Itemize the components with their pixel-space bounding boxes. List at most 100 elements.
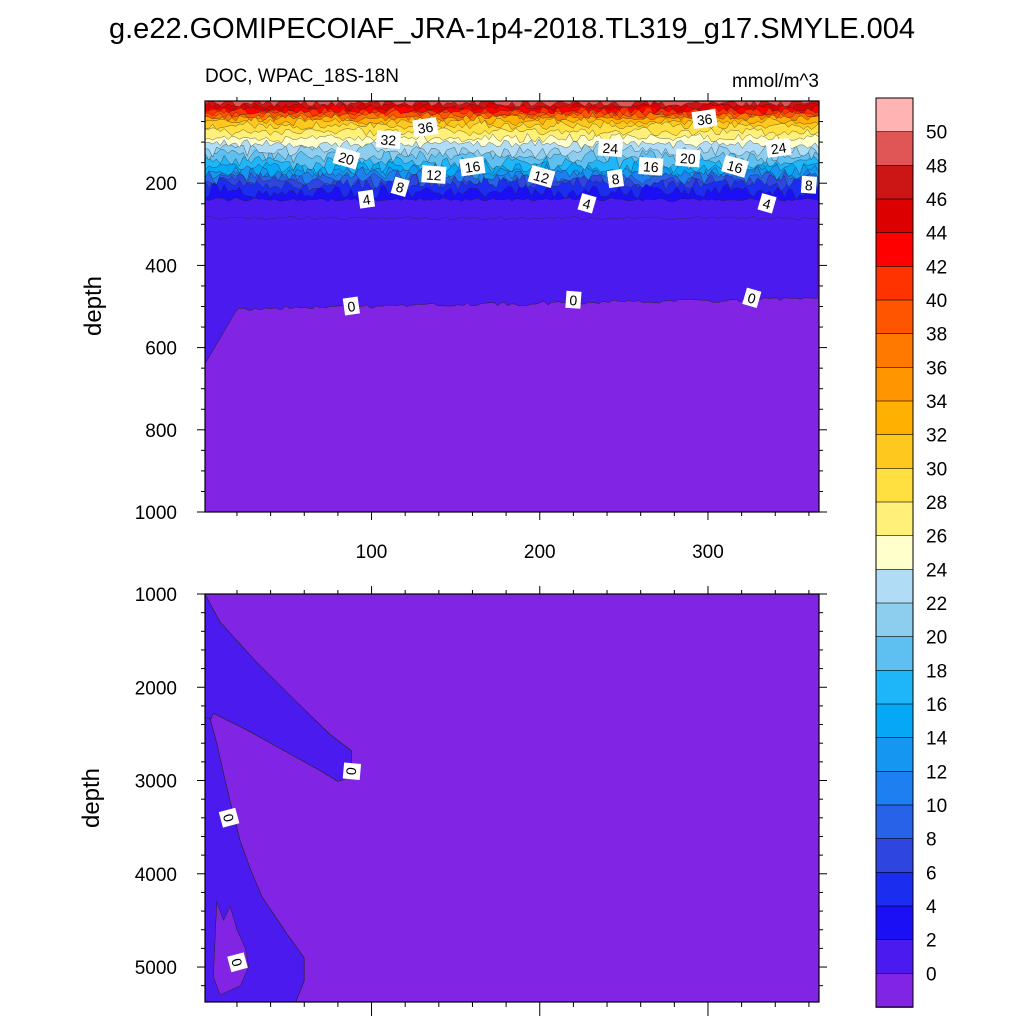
contour-label: 0	[742, 287, 762, 309]
colorbar-swatch	[875, 905, 914, 941]
contour-label-box	[390, 176, 410, 198]
contour-label-box	[675, 148, 701, 168]
contour-band-50	[205, 101, 819, 107]
bottom-ylabel: depth	[78, 768, 105, 828]
contour-label-text: 0	[569, 292, 578, 309]
top-ytick-label: 600	[145, 339, 177, 360]
colorbar-label: 12	[926, 762, 947, 783]
contour-label-box	[577, 193, 597, 214]
contour-label-text: 20	[679, 150, 696, 167]
colorbar-swatch	[875, 804, 914, 840]
top-ytick-label: 200	[145, 174, 177, 195]
contour-label: 0	[227, 952, 248, 973]
top-ytick-label: 400	[145, 256, 177, 277]
contour-label-box	[375, 130, 401, 149]
colorbar-label: 18	[926, 661, 947, 682]
contour-label-box	[765, 137, 792, 158]
contour-label: 16	[721, 154, 749, 178]
contour-label-box	[227, 952, 248, 973]
contour-label-text: 36	[696, 110, 714, 128]
colorbar-label: 14	[926, 729, 948, 750]
contour-label-text: 16	[725, 157, 745, 177]
contour-label: 12	[421, 165, 447, 184]
contour-label-text: 0	[220, 812, 238, 824]
contour-label: 36	[691, 108, 718, 130]
top-ytick-label: 800	[145, 421, 177, 442]
colorbar-swatch	[875, 97, 914, 133]
colorbar-label: 0	[926, 964, 937, 985]
contour-label-box	[597, 138, 623, 158]
colorbar-label: 30	[926, 459, 947, 480]
contour-label-text: 16	[464, 158, 482, 176]
colorbar-swatch	[875, 535, 914, 571]
bottom-ytick-label: 4000	[135, 865, 177, 886]
colorbar-label: 10	[926, 796, 947, 817]
contour-label: 12	[527, 165, 556, 188]
top-ylabel: depth	[80, 276, 107, 336]
contour-label-box	[332, 146, 361, 170]
contour-label-text: 12	[532, 167, 552, 187]
contour-label-box	[421, 165, 447, 184]
bottom-contour-labels: 0 0 0	[218, 762, 362, 973]
colorbar-swatch	[875, 973, 914, 1008]
contour-label: 36	[412, 117, 439, 138]
colorbar-swatch	[875, 333, 914, 369]
contour-label-box	[527, 165, 556, 188]
colorbar-swatch	[875, 838, 914, 874]
bottom-axes: 1000 2000 3000 4000 5000	[135, 585, 827, 1016]
colorbar-swatch	[875, 602, 914, 638]
colorbar-label: 34	[926, 392, 948, 413]
colorbar-swatch	[875, 501, 914, 537]
colorbar-label: 26	[926, 527, 947, 548]
colorbar-label: 24	[926, 560, 948, 581]
colorbar-label: 28	[926, 493, 947, 514]
contour-label: 24	[765, 137, 792, 158]
contour-label-box	[357, 189, 376, 209]
colorbar-swatch	[875, 232, 914, 268]
contour-label-box	[800, 175, 818, 194]
contour-label: 0	[342, 296, 360, 316]
colorbar-label: 16	[926, 695, 947, 716]
contour-label-text: 12	[425, 166, 442, 183]
contour-label-box	[757, 193, 777, 214]
contour-label-text: 4	[362, 191, 372, 208]
colorbar-swatch	[875, 939, 914, 975]
colorbar-label: 8	[926, 830, 937, 851]
colorbar-swatch	[875, 771, 914, 806]
contour-label: 32	[375, 130, 401, 149]
contour-label-box	[721, 154, 749, 178]
colorbar-label: 36	[926, 358, 947, 379]
bottom-ytick-label: 1000	[135, 585, 177, 606]
contour-label-text: 0	[346, 298, 356, 315]
contour-label: 24	[597, 138, 623, 158]
colorbar-label: 40	[926, 291, 947, 312]
contour-label-text: 8	[611, 171, 621, 188]
bottom-inner-sliver	[213, 901, 249, 996]
colorbar-label: 42	[926, 257, 947, 278]
contour-label-box	[565, 290, 582, 309]
contour-label-text: 8	[804, 177, 813, 194]
colorbar-swatch	[875, 131, 914, 167]
contour-label-box	[342, 296, 360, 316]
contour-label-box	[342, 762, 362, 780]
colorbar-label: 50	[926, 123, 947, 144]
colorbar-swatch	[875, 266, 914, 301]
contour-label-text: 32	[380, 131, 397, 148]
colorbar-label: 2	[926, 931, 937, 952]
colorbar-swatch	[875, 198, 914, 234]
contour-label: 4	[357, 189, 376, 209]
contour-label-text: 36	[417, 119, 435, 137]
units-label: mmol/m^3	[732, 71, 819, 92]
colorbar-label: 4	[926, 897, 937, 918]
bottom-ytick-label: 3000	[135, 772, 177, 793]
bottom-below-zero	[205, 594, 819, 1002]
colorbar-swatch	[875, 872, 914, 907]
colorbar-label: 44	[926, 224, 948, 245]
colorbar-swatch	[875, 670, 914, 705]
contour-label-box	[412, 117, 439, 138]
colorbar-label: 20	[926, 628, 947, 649]
contour-label: 0	[342, 762, 362, 780]
